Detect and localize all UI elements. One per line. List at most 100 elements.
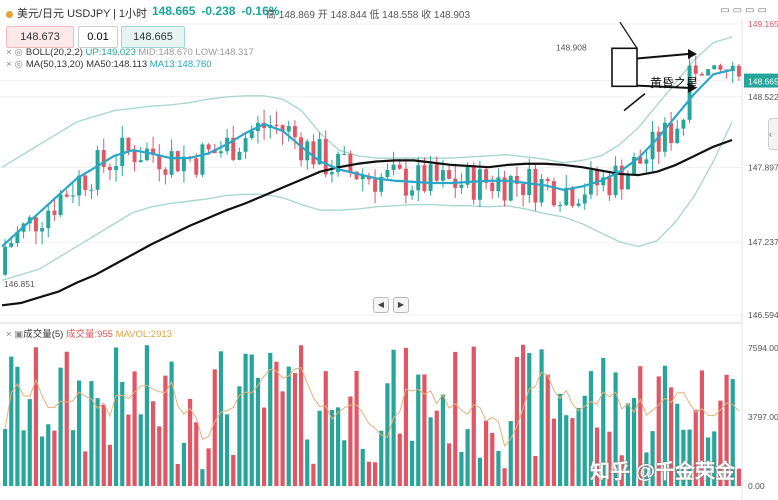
volume-bar	[422, 374, 427, 486]
last-price: 148.665	[152, 4, 196, 18]
volume-bar	[212, 369, 217, 486]
candle-body	[601, 177, 606, 186]
candle-body	[391, 164, 396, 171]
candle-body	[669, 122, 674, 143]
candle-body	[126, 137, 131, 151]
volume-bar	[551, 418, 557, 486]
side-panel-handle[interactable]: ‹	[768, 118, 778, 150]
volume-bar	[718, 400, 723, 486]
candle-body	[687, 65, 692, 120]
volume-bar	[194, 422, 199, 486]
price-change: -0.238	[201, 4, 236, 18]
candle-body	[613, 165, 618, 196]
volume-bar	[70, 430, 76, 486]
candle-body	[46, 210, 51, 229]
mavol-value: MAVOL:2913	[115, 329, 172, 340]
volume-bar	[175, 463, 180, 486]
volume-bar	[446, 443, 452, 486]
visibility-icon[interactable]: ◎	[14, 59, 23, 70]
candle-body	[237, 151, 242, 160]
candle-body	[650, 131, 655, 160]
low-price-label: 146.851	[4, 279, 35, 289]
buy-button[interactable]: 148.665	[121, 26, 185, 48]
candle-body	[231, 137, 236, 160]
settings-icon[interactable]: ▭	[720, 5, 733, 16]
volume-bar	[693, 409, 698, 486]
candle-body	[576, 203, 581, 206]
volume-bar	[329, 409, 335, 486]
candle-body	[632, 156, 637, 175]
volume-bar	[64, 351, 69, 486]
close-indicator-icon[interactable]: ×	[6, 59, 12, 70]
candle-body	[471, 166, 476, 200]
scroll-right-button[interactable]: ▶	[393, 297, 409, 313]
ma13-value: MA13:148.760	[149, 59, 212, 70]
candle-body	[70, 195, 75, 197]
candle-body	[218, 151, 223, 154]
volume-bar	[323, 371, 328, 486]
uptrend-arrow-line	[623, 92, 646, 112]
candle-body	[348, 153, 353, 172]
candle-body	[249, 131, 254, 139]
volume-bar	[533, 455, 538, 486]
candle-body	[675, 128, 680, 143]
volume-bar	[724, 374, 729, 486]
volume-bar	[385, 383, 390, 486]
boll-low-value: LOW:148.317	[195, 47, 254, 58]
close-indicator-icon[interactable]: ×	[6, 47, 12, 58]
volume-bar	[39, 436, 45, 486]
candle-body	[360, 175, 365, 180]
candle-body	[243, 138, 248, 152]
sell-button[interactable]: 148.673	[6, 26, 74, 48]
close-icon[interactable]: ▭	[757, 5, 770, 16]
volume-bar	[644, 452, 649, 486]
volume-bar	[712, 431, 717, 486]
volume-value: 成交量:955	[65, 329, 113, 340]
scroll-left-button[interactable]: ◀	[373, 297, 389, 313]
fullscreen-icon[interactable]: ▭	[745, 5, 758, 16]
close-indicator-icon[interactable]: ×	[6, 329, 12, 340]
volume-bar	[372, 462, 378, 486]
candle-body	[551, 181, 556, 206]
candle-body	[163, 169, 168, 175]
lower-arrow-line	[636, 84, 689, 89]
timeframe-selector[interactable]: | 1小时	[113, 5, 147, 21]
volume-bar	[305, 439, 310, 486]
candle-body	[625, 174, 630, 190]
volume-bar	[631, 397, 637, 486]
candle-body	[533, 168, 538, 203]
candle-body	[496, 177, 501, 192]
volume-bar	[107, 444, 113, 486]
candle-body	[77, 175, 82, 196]
boll-upper-line	[1, 36, 733, 168]
volume-bar	[502, 468, 507, 486]
visibility-icon[interactable]: ◎	[14, 47, 23, 58]
collapse-icon[interactable]: ▭	[732, 5, 746, 16]
volume-bar	[440, 394, 446, 486]
candle-body	[484, 169, 489, 183]
volume-bar	[311, 463, 316, 486]
candle-body	[9, 243, 14, 247]
volume-bar	[471, 346, 476, 486]
volume-bar	[280, 391, 285, 486]
volume-bar	[570, 418, 575, 486]
candle-body	[699, 73, 704, 76]
volume-bar	[582, 395, 587, 486]
volume-bar	[650, 431, 655, 486]
candle-body	[138, 160, 143, 163]
grid-lines	[0, 20, 743, 500]
candle-body	[545, 179, 550, 182]
ohlc-readout: 高 148.869 开 148.844 低 148.558 收 148.903	[266, 10, 471, 21]
quantity-input[interactable]: 0.01	[78, 26, 118, 48]
volume-bar	[564, 415, 569, 486]
volume-bar	[730, 379, 735, 486]
volume-bar	[508, 421, 513, 486]
watermark: 知乎 @千金荣金	[590, 461, 736, 483]
chart-header: 美元/日元 USDJPY | 1小时 148.665 -0.238 -0.16% 高…	[0, 0, 778, 24]
volume-tick-label: 0.00	[748, 481, 765, 491]
volume-bar	[527, 353, 532, 486]
symbol-label[interactable]: 美元/日元 USDJPY	[6, 5, 111, 21]
volume-bar	[33, 347, 39, 486]
candle-body	[595, 170, 600, 186]
